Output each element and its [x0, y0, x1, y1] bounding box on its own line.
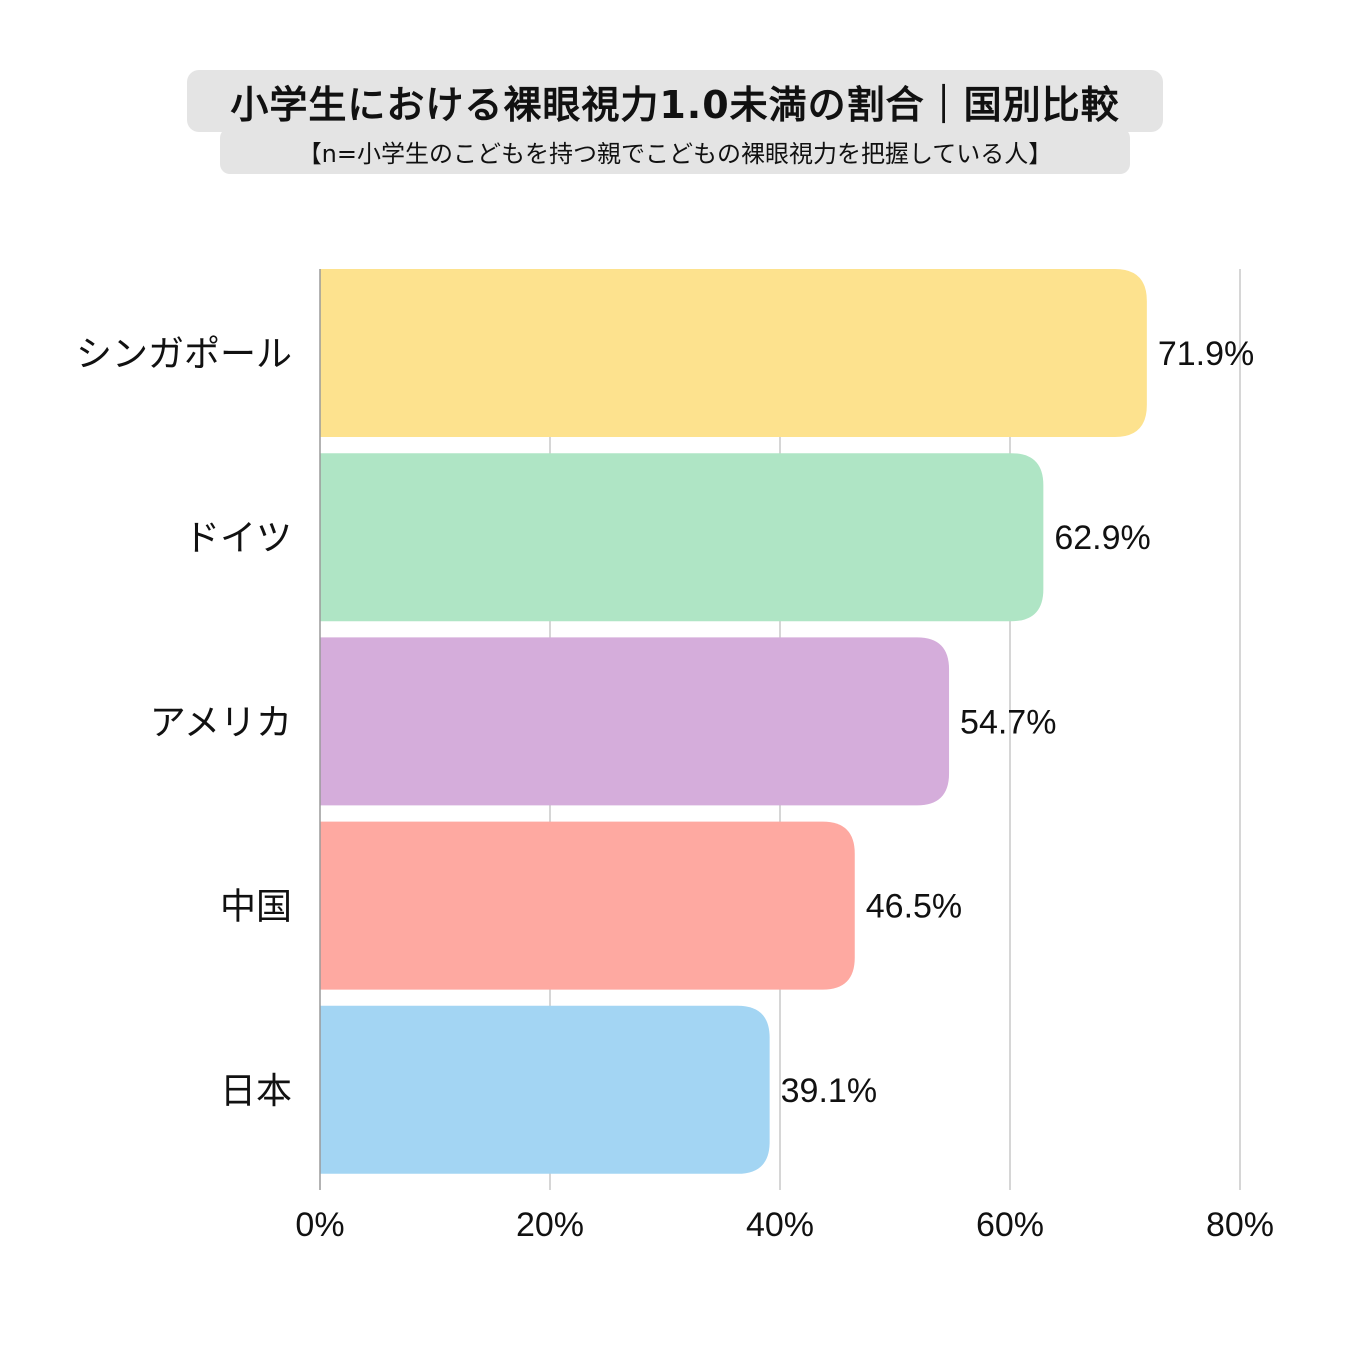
x-tick-label-40: 40%: [746, 1206, 814, 1244]
bar-3: [320, 821, 855, 990]
chart-subtitle: 【n=小学生のこどもを持つ親でこどもの裸眼視力を把握している人】: [297, 139, 1053, 168]
category-label-2: アメリカ: [150, 702, 292, 743]
title-box: 小学生における裸眼視力1.0未満の割合｜国別比較: [187, 70, 1163, 132]
value-label-0: 71.9%: [1158, 335, 1254, 373]
value-label-4: 39.1%: [781, 1072, 877, 1110]
category-label-0: シンガポール: [76, 334, 292, 375]
x-tick-label-0: 0%: [295, 1206, 344, 1244]
chart-title: 小学生における裸眼視力1.0未満の割合｜国別比較: [230, 82, 1120, 127]
category-label-4: 日本: [220, 1071, 292, 1112]
category-label-1: ドイツ: [184, 518, 292, 559]
bar-4: [320, 1005, 770, 1174]
x-tick-label-60: 60%: [976, 1206, 1044, 1244]
bar-1: [320, 453, 1044, 622]
x-tick-label-20: 20%: [516, 1206, 584, 1244]
bar-2: [320, 637, 950, 806]
value-label-2: 54.7%: [960, 703, 1056, 741]
category-label-3: 中国: [220, 887, 292, 928]
x-tick-label-80: 80%: [1206, 1206, 1274, 1244]
value-label-3: 46.5%: [866, 888, 962, 926]
subtitle-box: 【n=小学生のこどもを持つ親でこどもの裸眼視力を把握している人】: [220, 128, 1130, 174]
value-label-1: 62.9%: [1054, 519, 1150, 557]
bar-0: [320, 269, 1147, 437]
